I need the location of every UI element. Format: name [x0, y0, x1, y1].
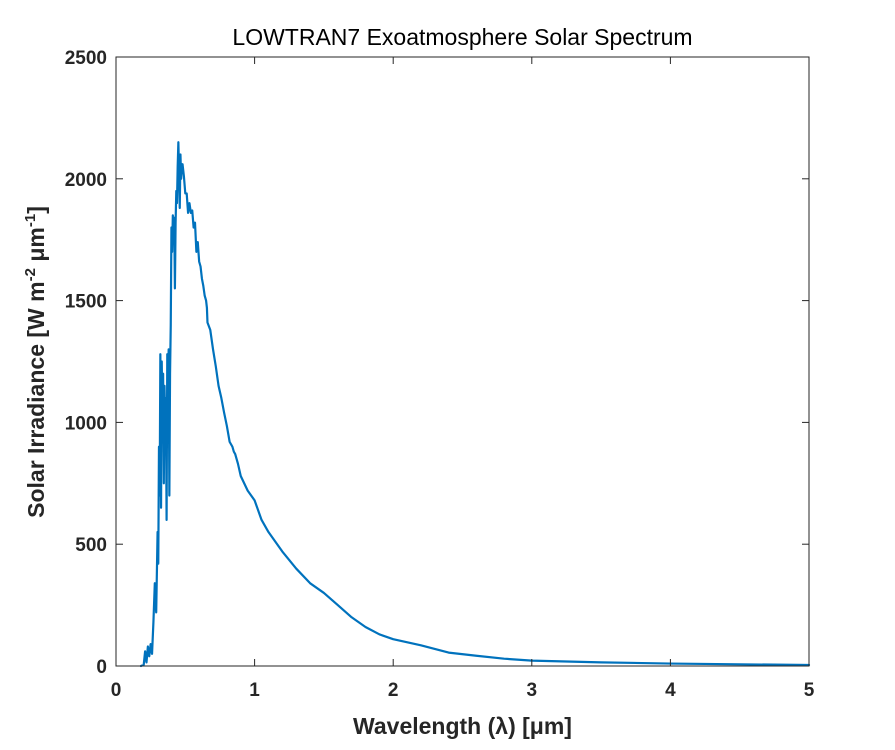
series-line	[139, 141, 811, 668]
y-axis-label-part: Solar Irradiance [W m	[23, 281, 49, 517]
x-axis-label: Wavelength (λ) [μm]	[353, 713, 572, 739]
x-tick-label: 5	[804, 680, 815, 701]
y-tick-label: 1000	[65, 413, 107, 434]
y-axis: 0 500 1000 1500 2000 2500	[65, 48, 809, 678]
x-tick-label: 3	[527, 680, 538, 701]
chart-title: LOWTRAN7 Exoatmosphere Solar Spectrum	[232, 24, 692, 50]
y-axis-label-part: μm	[23, 227, 49, 268]
x-axis: 0 1 2 3 4 5	[111, 57, 815, 701]
y-axis-label: Solar Irradiance [W m-2 μm-1]	[22, 206, 49, 518]
y-axis-label-superscript: -2	[22, 268, 39, 281]
x-tick-label: 4	[665, 680, 676, 701]
y-axis-label-superscript: -1	[22, 214, 39, 227]
x-tick-label: 2	[388, 680, 399, 701]
y-tick-label: 2500	[65, 48, 107, 69]
series-layer	[139, 141, 811, 668]
y-tick-label: 500	[75, 535, 107, 556]
x-tick-label: 0	[111, 680, 122, 701]
axes-box	[115, 56, 810, 667]
x-tick-label: 1	[249, 680, 260, 701]
plot-area	[116, 57, 809, 666]
y-tick-label: 2000	[65, 170, 107, 191]
y-axis-label-part: ]	[23, 206, 49, 214]
y-tick-label: 1500	[65, 292, 107, 313]
y-tick-label: 0	[96, 657, 107, 678]
